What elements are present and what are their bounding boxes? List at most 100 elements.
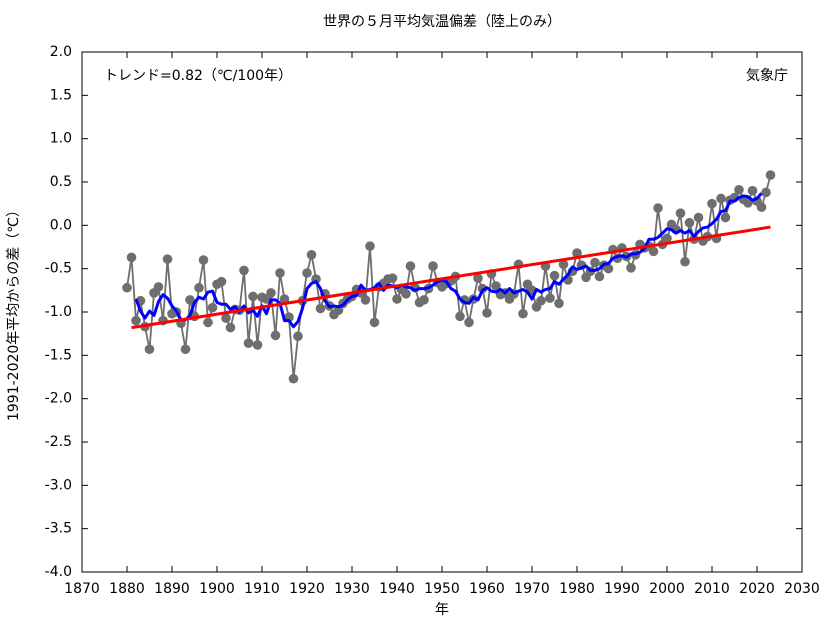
data-point — [558, 259, 569, 270]
data-point — [315, 303, 326, 314]
x-tick-label: 2030 — [784, 581, 820, 597]
data-point — [455, 311, 465, 322]
trend-line — [131, 225, 771, 330]
y-tick-label: -1.5 — [45, 347, 72, 363]
data-point — [653, 203, 663, 213]
data-point — [266, 288, 276, 298]
data-point — [239, 265, 249, 276]
x-tick-label: 1980 — [559, 581, 595, 597]
data-point — [675, 208, 686, 218]
x-tick-label: 1900 — [199, 581, 235, 597]
data-point — [306, 250, 317, 260]
trend-annotation: トレンド=0.82（℃/100年） — [104, 68, 292, 84]
data-point — [603, 263, 614, 274]
y-tick-label: -2.0 — [45, 391, 72, 407]
running-mean-line — [134, 192, 763, 329]
data-point — [144, 344, 155, 355]
y-tick-label: 0.0 — [50, 217, 72, 233]
data-point — [491, 281, 501, 291]
data-point — [302, 268, 312, 278]
y-tick-label: 1.5 — [50, 87, 72, 103]
data-point — [590, 257, 600, 268]
data-point — [248, 291, 258, 302]
x-tick-label: 1940 — [379, 581, 415, 597]
data-point — [720, 212, 731, 223]
data-point — [594, 271, 605, 282]
data-point — [684, 217, 695, 228]
data-point — [252, 340, 263, 350]
x-tick-label: 1960 — [469, 581, 505, 597]
data-point — [401, 289, 411, 299]
data-point — [662, 233, 672, 244]
source-annotation: 気象庁 — [746, 68, 788, 84]
x-tick-label: 1890 — [154, 581, 190, 597]
data-point — [216, 276, 227, 287]
data-point — [428, 261, 438, 271]
data-point — [734, 185, 744, 195]
y-tick-label: 0.5 — [50, 174, 72, 190]
y-tick-label: -0.5 — [45, 261, 72, 277]
data-point — [288, 373, 299, 384]
data-point — [747, 185, 758, 196]
y-tick-label: -3.0 — [45, 477, 72, 493]
data-point — [122, 282, 132, 293]
data-point — [275, 268, 285, 278]
x-tick-label: 1990 — [604, 581, 640, 597]
data-point — [482, 308, 492, 318]
y-tick-label: 1.0 — [50, 131, 72, 147]
data-point — [221, 313, 231, 323]
y-tick-label: -1.0 — [45, 304, 72, 320]
data-point — [387, 273, 398, 284]
x-tick-label: 1930 — [334, 581, 370, 597]
data-point — [549, 270, 560, 281]
y-tick-label: 2.0 — [50, 44, 72, 60]
data-point — [369, 317, 380, 328]
data-point — [162, 254, 173, 264]
data-point — [405, 261, 416, 271]
data-point — [270, 330, 281, 341]
data-point — [626, 263, 636, 273]
x-tick-label: 1970 — [514, 581, 550, 597]
data-point — [180, 344, 191, 355]
y-axis-label: 1991-2020年平均からの差（℃） — [6, 203, 22, 421]
data-point — [518, 308, 528, 319]
data-point — [716, 193, 726, 204]
x-tick-label: 1910 — [244, 581, 280, 597]
data-point — [756, 202, 767, 212]
y-tick-label: -2.5 — [45, 434, 72, 450]
data-point — [536, 295, 546, 306]
data-point — [477, 283, 488, 294]
data-point — [360, 295, 371, 305]
data-point — [185, 295, 195, 305]
y-tick-label: -3.5 — [45, 521, 72, 537]
data-point — [194, 282, 204, 293]
data-point — [554, 298, 564, 309]
data-point — [225, 322, 236, 333]
data-point — [333, 305, 344, 316]
x-tick-label: 1870 — [64, 581, 100, 597]
data-point — [365, 241, 375, 251]
data-point — [207, 302, 218, 313]
data-point — [131, 315, 141, 326]
data-point — [464, 317, 474, 328]
y-tick-label: -4.0 — [45, 564, 72, 580]
data-point — [126, 252, 137, 263]
x-tick-label: 1880 — [109, 581, 145, 597]
data-point — [693, 212, 704, 223]
data-point — [153, 282, 164, 292]
data-point — [680, 256, 690, 267]
x-tick-label: 2010 — [694, 581, 730, 597]
data-point — [203, 317, 213, 328]
data-point — [545, 293, 555, 303]
x-axis-label: 年 — [435, 602, 449, 618]
chart-title: 世界の５月平均気温偏差（陸上のみ） — [323, 14, 561, 30]
data-point — [572, 248, 582, 258]
data-point — [392, 294, 402, 304]
data-point — [243, 338, 254, 349]
data-point — [761, 187, 771, 198]
data-point — [419, 295, 429, 305]
data-point — [648, 246, 659, 257]
data-point — [473, 273, 483, 284]
data-point — [707, 198, 717, 209]
